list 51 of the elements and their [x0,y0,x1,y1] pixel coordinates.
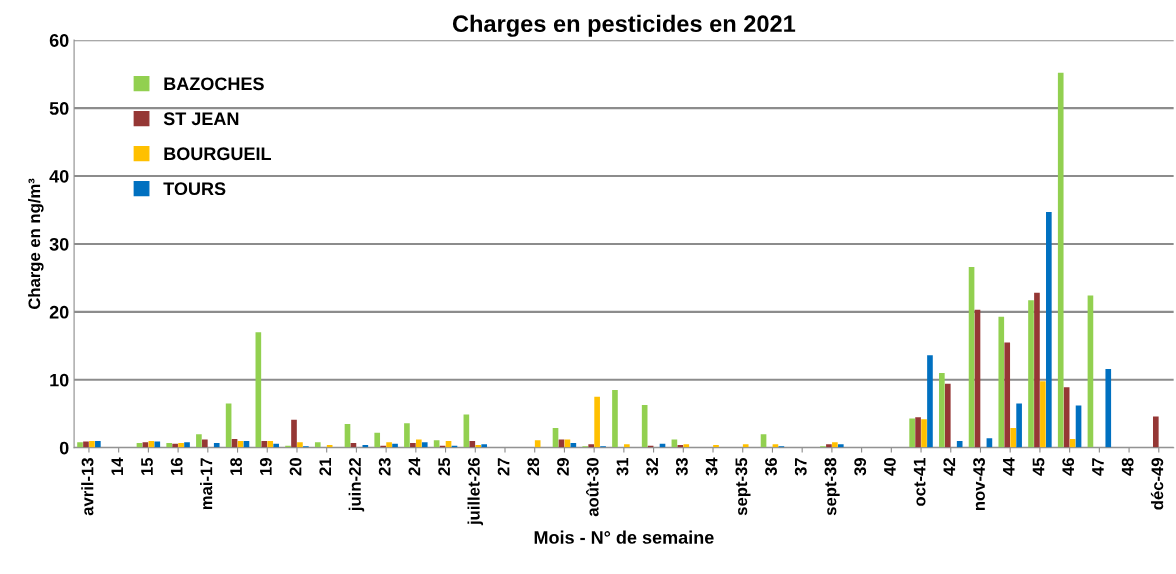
x-tick-label: 33 [675,458,688,476]
y-axis-title: Charge en ng/m³ [27,178,44,310]
legend-label: BAZOCHES [164,77,264,91]
x-tick-label: août-30 [586,458,599,517]
x-tick-label: juillet-26 [467,458,484,526]
x-tick-label: 19 [259,458,272,475]
y-tick-label: 30 [49,237,69,251]
x-tick-label: 42 [943,458,956,476]
x-tick-label: avril-13 [81,458,94,516]
x-tick-label: 25 [438,457,451,476]
x-tick-label: sept-38 [824,457,840,516]
x-tick-label: 36 [765,458,777,476]
x-tick-label: 40 [884,458,896,476]
legend-label: ST JEAN [163,112,239,126]
x-tick-label: 34 [705,457,718,476]
x-tick-label: nov-43 [973,458,985,511]
x-tick-label: déc-49 [1150,458,1164,510]
x-axis-title: Mois - N° de semaine [534,530,714,544]
y-tick-label: 0 [59,441,69,455]
y-tick-label: 50 [49,102,69,115]
y-tick-label: 10 [50,373,69,387]
x-tick-label: 47 [1092,458,1104,476]
x-tick-label: 18 [230,457,243,475]
y-tick-label: 40 [49,169,69,183]
x-tick-label: 15 [141,457,153,475]
x-tick-label: 16 [170,458,183,475]
x-tick-label: 29 [557,458,569,476]
x-tick-label: sept-35 [735,457,751,516]
x-tick-label: 14 [111,457,123,475]
x-tick-label: 32 [646,458,659,476]
x-tick-label: 27 [497,458,510,476]
y-tick-label: 20 [49,305,69,319]
x-tick-label: 21 [319,457,331,476]
x-tick-label: 45 [1032,457,1045,476]
legend-label: TOURS [163,182,226,196]
x-tick-label: oct-41 [913,457,926,506]
x-tick-label: 37 [794,458,807,476]
x-tick-label: 44 [1003,457,1015,476]
x-tick-label: 31 [616,457,629,476]
x-tick-label: 39 [854,458,867,476]
x-tick-label: mai-17 [200,458,213,510]
x-tick-label: 28 [527,457,540,476]
x-tick-label: 48 [1121,457,1134,476]
y-tick-label: 60 [49,34,69,47]
x-tick-label: 23 [378,458,391,476]
legend-label: BOURGUEIL [164,147,271,161]
x-tick-label: 20 [289,458,302,476]
x-tick-label: juin-22 [348,458,365,512]
chart-title: Charges en pesticides en 2021 [452,14,796,37]
x-tick-label: 24 [408,457,421,476]
x-tick-label: 46 [1062,458,1075,476]
